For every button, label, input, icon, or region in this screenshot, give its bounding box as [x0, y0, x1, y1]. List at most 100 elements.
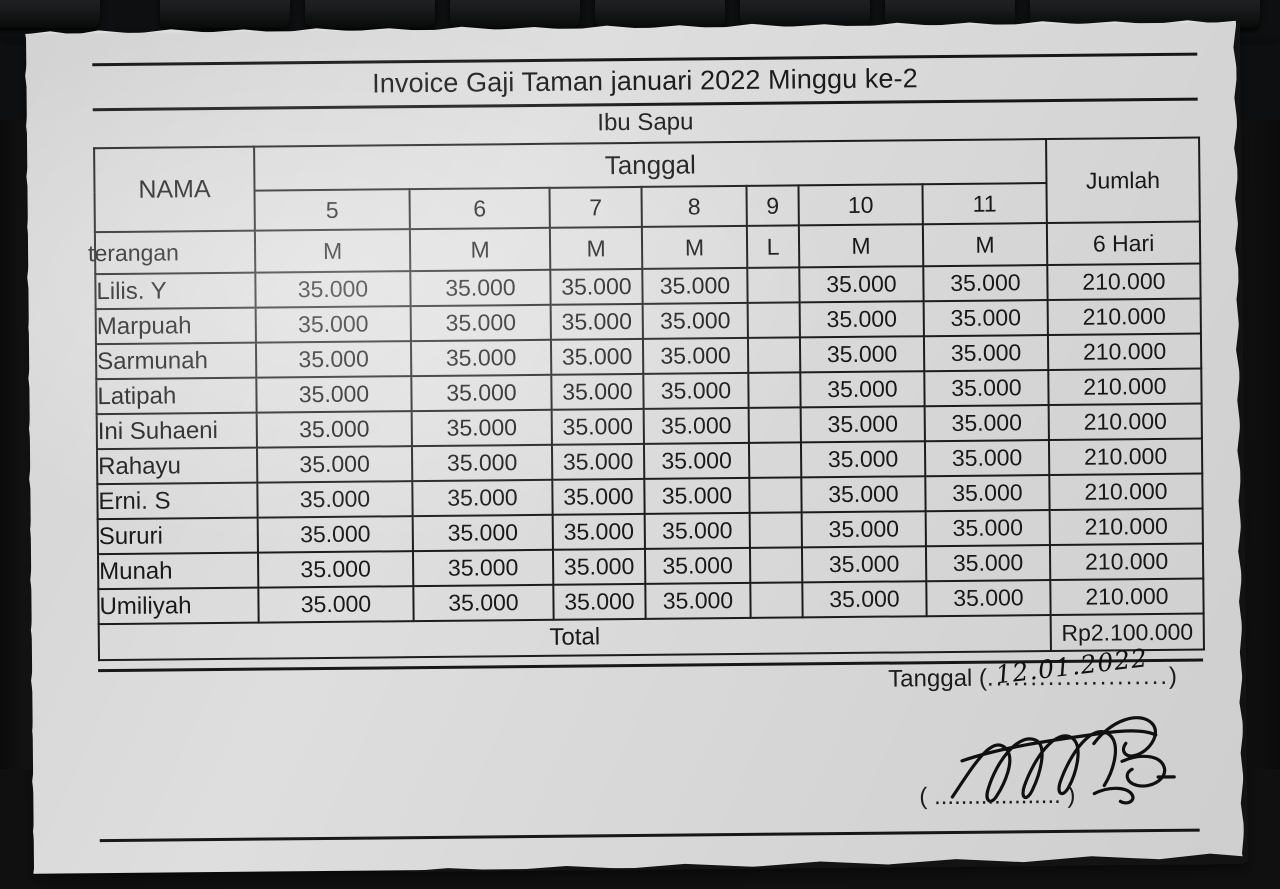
- cell-wage: 35.000: [643, 372, 749, 409]
- header-nama: NAMA: [94, 146, 255, 233]
- cell-row-total: 210.000: [1048, 403, 1202, 441]
- cell-wage: 35.000: [801, 546, 927, 583]
- cell-wage: 35.000: [552, 513, 645, 550]
- keterangan-label: terangan: [88, 230, 256, 275]
- cell-employee-name: Marpuah: [95, 307, 256, 345]
- cell-wage: 35.000: [550, 338, 644, 375]
- cell-row-total: 210.000: [1048, 438, 1203, 476]
- cell-wage: 35.000: [643, 407, 749, 444]
- cell-wage: 35.000: [552, 548, 646, 585]
- cell-wage: 35.000: [256, 376, 412, 413]
- cell-wage: 35.000: [800, 406, 925, 443]
- cell-wage: 35.000: [924, 405, 1049, 442]
- cell-row-total: 210.000: [1047, 298, 1201, 336]
- cell-wage: 35.000: [923, 335, 1049, 372]
- cell-employee-name: Sururi: [97, 517, 258, 555]
- cell-wage-empty: [749, 477, 802, 513]
- cell-wage: 35.000: [412, 514, 553, 552]
- keyboard-key: [740, 0, 870, 28]
- keterangan-label-text: terangan: [87, 238, 180, 266]
- keyboard-key: [160, 0, 290, 28]
- cell-wage: 35.000: [257, 516, 413, 553]
- header-day-7: 7: [549, 186, 642, 228]
- header-day-11: 11: [922, 183, 1047, 225]
- cell-wage: 35.000: [257, 551, 414, 588]
- cell-wage: 35.000: [801, 511, 926, 548]
- cell-employee-name: Munah: [97, 552, 259, 590]
- cell-row-total: 210.000: [1048, 368, 1202, 406]
- header-tanggal-group: Tanggal: [254, 139, 1047, 191]
- keterangan-days-count: 6 Hari: [1046, 221, 1201, 266]
- cell-wage: 35.000: [256, 411, 412, 448]
- cell-wage: 35.000: [924, 440, 1050, 477]
- keyboard-key: [0, 0, 100, 28]
- cell-wage: 35.000: [551, 408, 644, 445]
- cell-wage: 35.000: [644, 477, 750, 514]
- total-label: Total: [98, 615, 1051, 661]
- cell-wage: 35.000: [799, 301, 924, 338]
- cell-wage-empty: [748, 407, 801, 443]
- cell-wage: 35.000: [644, 512, 750, 549]
- cell-wage: 35.000: [258, 586, 414, 623]
- invoice-paper-sheet: Invoice Gaji Taman januari 2022 Minggu k…: [26, 22, 1244, 874]
- cell-wage: 35.000: [799, 266, 924, 303]
- cell-employee-name: Ini Suhaeni: [96, 412, 257, 450]
- cell-wage-empty: [749, 512, 802, 548]
- cell-wage: 35.000: [923, 265, 1048, 302]
- cell-wage: 35.000: [256, 446, 413, 483]
- cell-wage-empty: [748, 442, 802, 478]
- cell-wage-empty: [747, 267, 800, 303]
- cell-wage: 35.000: [411, 444, 553, 482]
- keterangan-code-6: M: [409, 227, 551, 272]
- cell-row-total: 210.000: [1047, 333, 1202, 371]
- cell-wage: 35.000: [642, 302, 748, 339]
- cell-wage: 35.000: [412, 479, 553, 517]
- cell-employee-name: Rahayu: [96, 447, 258, 485]
- signature-date-label-close: ): [1168, 662, 1178, 690]
- handwritten-signature: [950, 716, 1176, 805]
- keterangan-code-5: M: [254, 229, 411, 273]
- cell-wage-empty: [747, 337, 801, 373]
- table-body: Lilis. Y 35.000 35.000 35.000 35.000 35.000 35…: [95, 263, 1204, 625]
- cell-wage: 35.000: [410, 269, 551, 307]
- cell-wage: 35.000: [926, 580, 1051, 617]
- keterangan-code-9: L: [746, 225, 800, 268]
- cell-wage: 35.000: [411, 409, 552, 447]
- cell-row-total: 210.000: [1049, 508, 1203, 546]
- cell-row-total: 210.000: [1049, 543, 1204, 581]
- cell-wage: 35.000: [644, 547, 751, 584]
- keterangan-code-7: M: [549, 226, 643, 270]
- header-day-5: 5: [254, 189, 410, 231]
- header-day-8: 8: [641, 185, 747, 227]
- cell-employee-name: Sarmunah: [95, 342, 257, 380]
- cell-wage: 35.000: [410, 304, 551, 342]
- invoice-content: Invoice Gaji Taman januari 2022 Minggu k…: [88, 52, 1205, 673]
- signature-block: Tanggal (.....................) 12.01.20…: [98, 643, 1205, 844]
- cell-wage: 35.000: [799, 336, 925, 373]
- keyboard-key: [885, 0, 1015, 28]
- signature-name-parens: ( ................... ): [919, 781, 1076, 811]
- header-jumlah: Jumlah: [1046, 137, 1200, 224]
- cell-row-total: 210.000: [1049, 473, 1203, 511]
- cell-wage: 35.000: [925, 545, 1051, 582]
- cell-wage: 35.000: [800, 371, 925, 408]
- keterangan-code-8: M: [641, 225, 748, 269]
- keterangan-code-10: M: [798, 224, 924, 268]
- cell-employee-name: Erni. S: [97, 482, 258, 520]
- header-day-9: 9: [746, 185, 799, 226]
- keterangan-code-11: M: [922, 223, 1048, 267]
- keyboard-key: [595, 0, 725, 28]
- cell-wage: 35.000: [410, 339, 552, 377]
- cell-wage-empty: [750, 582, 803, 618]
- cell-row-total: 210.000: [1047, 263, 1201, 301]
- keyboard-key: [450, 0, 580, 28]
- payroll-table: NAMA Tanggal Jumlah 5 6 7 8 9 10 11: [88, 137, 1205, 662]
- cell-wage: 35.000: [550, 268, 643, 305]
- cell-wage-empty: [749, 547, 803, 583]
- cell-wage: 35.000: [642, 337, 749, 374]
- header-day-10: 10: [798, 184, 923, 226]
- table-head: NAMA Tanggal Jumlah 5 6 7 8 9 10 11: [88, 137, 1201, 275]
- cell-wage-empty: [747, 302, 800, 338]
- cell-wage: 35.000: [257, 481, 413, 518]
- cell-wage: 35.000: [800, 441, 926, 478]
